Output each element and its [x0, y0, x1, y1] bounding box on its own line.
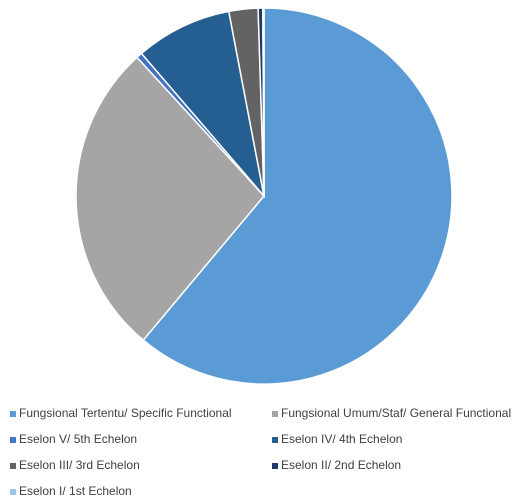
pie-slice [262, 7, 265, 197]
legend-swatch [10, 411, 16, 417]
pie-slice [140, 10, 266, 199]
legend-swatch [10, 463, 16, 469]
legend-label: Eselon II/ 2nd Echelon [281, 458, 401, 472]
legend-label: Fungsional Umum/Staf/ General Functional [281, 406, 511, 420]
pie-slice [75, 56, 265, 342]
legend-swatch [10, 489, 16, 495]
legend-swatch [272, 411, 278, 417]
pie-slice [142, 7, 453, 385]
legend-label: Eselon I/ 1st Echelon [19, 484, 132, 498]
legend-swatch [272, 437, 278, 443]
legend-swatch [272, 463, 278, 469]
legend-label: Eselon III/ 3rd Echelon [19, 458, 140, 472]
legend-swatch [10, 437, 16, 443]
legend-label: Eselon V/ 5th Echelon [19, 432, 137, 446]
legend-label: Fungsional Tertentu/ Specific Functional [19, 406, 232, 420]
legend-label: Eselon IV/ 4th Echelon [281, 432, 402, 446]
